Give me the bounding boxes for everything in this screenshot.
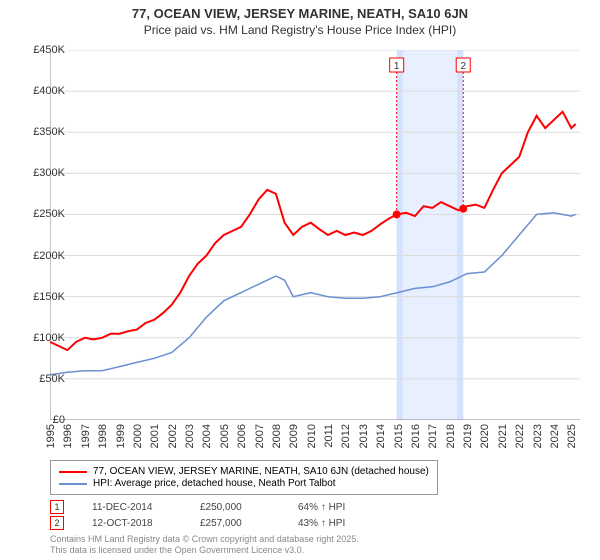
x-tick-label: 2019 [462,424,474,448]
x-tick-label: 2021 [497,424,509,448]
x-tick-label: 1999 [115,424,127,448]
legend-label: HPI: Average price, detached house, Neat… [93,478,336,489]
sale-row: 2 12-OCT-2018 £257,000 43% ↑ HPI [50,516,378,530]
sale-marker-num: 2 [54,518,59,528]
x-tick-label: 2009 [288,424,300,448]
svg-text:2: 2 [460,61,466,72]
sale-diff: 64% ↑ HPI [298,502,378,513]
x-tick-label: 2008 [271,424,283,448]
x-tick-label: 2016 [410,424,422,448]
x-tick-label: 2014 [375,424,387,448]
y-tick-label: £350K [15,126,65,138]
footer-line: This data is licensed under the Open Gov… [50,545,359,556]
footer-line: Contains HM Land Registry data © Crown c… [50,534,359,545]
x-tick-label: 1998 [97,424,109,448]
sales-table: 1 11-DEC-2014 £250,000 64% ↑ HPI 2 12-OC… [50,498,378,532]
y-tick-label: £100K [15,332,65,344]
x-tick-label: 2022 [514,424,526,448]
x-tick-label: 2005 [219,424,231,448]
y-tick-label: £450K [15,44,65,56]
y-tick-label: £150K [15,291,65,303]
svg-text:1: 1 [394,61,400,72]
x-tick-label: 2023 [532,424,544,448]
sale-price: £250,000 [200,502,270,513]
x-tick-label: 2012 [340,424,352,448]
legend-label: 77, OCEAN VIEW, JERSEY MARINE, NEATH, SA… [93,466,429,477]
chart-title: 77, OCEAN VIEW, JERSEY MARINE, NEATH, SA… [0,6,600,21]
y-tick-label: £200K [15,250,65,262]
x-tick-label: 2020 [479,424,491,448]
legend-swatch [59,483,87,485]
x-tick-label: 2003 [184,424,196,448]
sale-row: 1 11-DEC-2014 £250,000 64% ↑ HPI [50,500,378,514]
x-tick-label: 2018 [445,424,457,448]
x-tick-label: 2015 [393,424,405,448]
x-tick-label: 1996 [62,424,74,448]
x-tick-label: 2001 [149,424,161,448]
x-tick-label: 2011 [323,424,335,448]
x-tick-label: 1995 [45,424,57,448]
sale-date: 12-OCT-2018 [92,518,172,529]
x-tick-label: 2007 [254,424,266,448]
title-block: 77, OCEAN VIEW, JERSEY MARINE, NEATH, SA… [0,0,600,37]
chart-container: 77, OCEAN VIEW, JERSEY MARINE, NEATH, SA… [0,0,600,560]
x-tick-label: 2000 [132,424,144,448]
legend-item: 77, OCEAN VIEW, JERSEY MARINE, NEATH, SA… [59,466,429,477]
legend-item: HPI: Average price, detached house, Neat… [59,478,429,489]
sale-marker-num: 1 [54,502,59,512]
sale-marker-box: 1 [50,500,64,514]
x-tick-label: 2017 [427,424,439,448]
x-tick-label: 2002 [167,424,179,448]
x-tick-label: 1997 [80,424,92,448]
y-tick-label: £50K [15,373,65,385]
chart-svg: 12 [50,50,580,420]
x-tick-label: 2013 [358,424,370,448]
legend-swatch [59,471,87,473]
y-tick-label: £400K [15,85,65,97]
x-tick-label: 2006 [236,424,248,448]
y-tick-label: £250K [15,208,65,220]
x-tick-label: 2024 [549,424,561,448]
x-tick-label: 2004 [201,424,213,448]
sale-marker-box: 2 [50,516,64,530]
sale-date: 11-DEC-2014 [92,502,172,513]
sale-diff: 43% ↑ HPI [298,518,378,529]
y-tick-label: £0 [15,414,65,426]
y-tick-label: £300K [15,167,65,179]
x-tick-label: 2010 [306,424,318,448]
x-tick-label: 2025 [566,424,578,448]
chart-subtitle: Price paid vs. HM Land Registry's House … [0,23,600,37]
legend: 77, OCEAN VIEW, JERSEY MARINE, NEATH, SA… [50,460,438,495]
sale-price: £257,000 [200,518,270,529]
plot-area: 12 [50,50,580,420]
footer: Contains HM Land Registry data © Crown c… [50,534,359,556]
